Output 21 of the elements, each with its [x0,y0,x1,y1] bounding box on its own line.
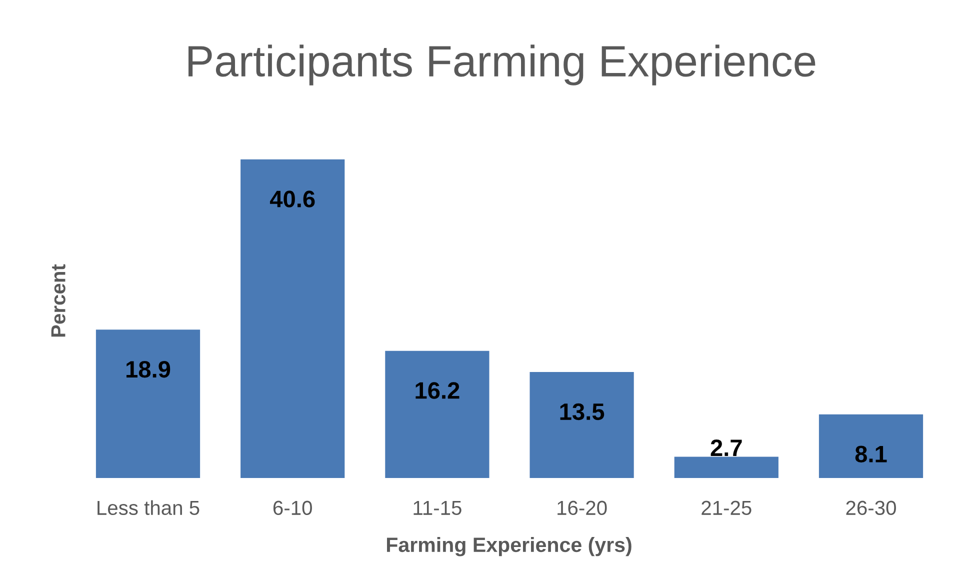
bar [385,350,490,478]
data-label: 13.5 [560,403,604,420]
x-tick-label: 11-15 [414,500,462,516]
bar [818,414,924,478]
x-tick-label: 26-30 [846,500,896,516]
data-label: 16.2 [416,382,460,399]
bar [530,372,634,478]
chart-title: Participants Farming Experience [188,44,816,86]
bar [96,330,200,478]
data-label: 40.6 [270,190,315,208]
x-tick-label: 6-10 [273,500,312,516]
x-tick-label: 21-25 [702,500,752,516]
bar [674,456,778,478]
x-tick-label: Less than 5 [98,500,200,516]
x-axis-title: Farming Experience (yrs) [387,537,632,556]
x-tick-label: 16-20 [558,500,607,516]
y-axis-title: Percent [51,264,66,337]
data-label: 18.9 [126,360,170,378]
data-label: 8.1 [855,446,887,462]
data-label: 2.7 [710,439,742,456]
bar [240,159,345,478]
